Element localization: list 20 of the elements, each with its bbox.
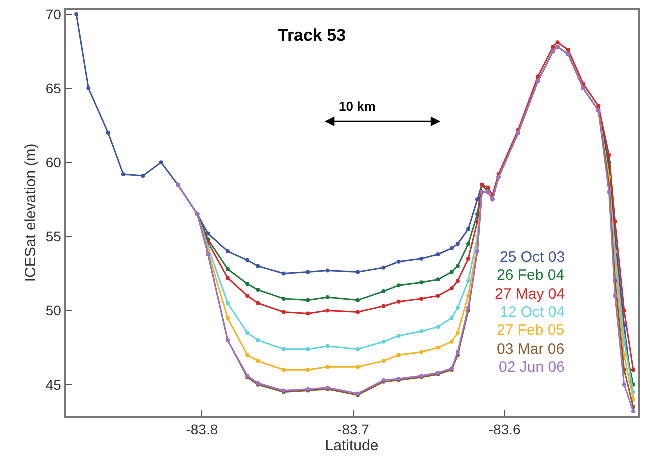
y-tick-label: 65 [46,80,62,96]
y-tick-label: 60 [46,154,62,171]
y-tick-label: 55 [46,228,62,245]
y-axis-title: ICESat elevation (m) [22,144,40,282]
annotation: 10 km [339,99,376,114]
y-tick-label: 45 [46,376,62,393]
text: 03 Mar 06 [497,341,565,358]
x-axis-title: Latitude [325,438,379,455]
text: Track 53 [278,26,346,45]
text: 26 Feb 04 [497,267,565,284]
text: 27 May 04 [495,286,566,303]
y-tick-label: 50 [46,302,62,319]
text: 12 Oct 04 [500,304,566,321]
x-tick-label: -83.7 [338,422,370,438]
x-tick-label: -83.8 [186,422,218,438]
text: 25 Oct 03 [500,249,566,266]
x-tick-label: -83.6 [488,422,522,438]
text: 02 Jun 06 [499,359,565,376]
y-tick-label: 70 [46,6,62,22]
text: 27 Feb 05 [497,322,565,339]
